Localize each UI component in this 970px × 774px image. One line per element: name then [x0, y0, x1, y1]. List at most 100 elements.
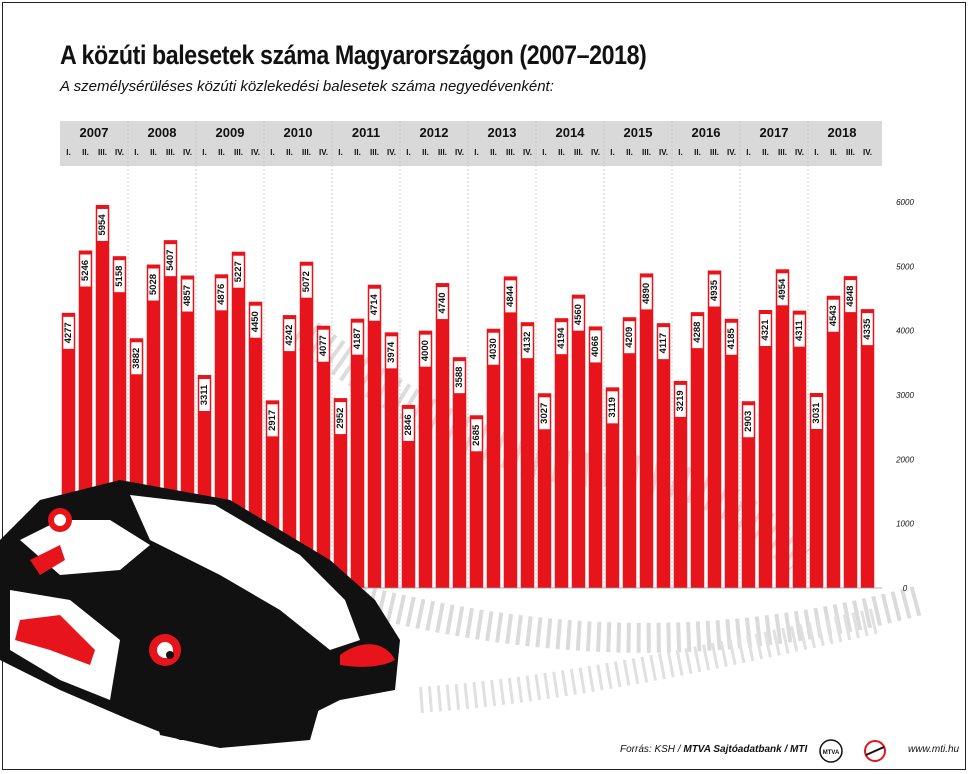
bar-value-label: 3588 — [454, 367, 465, 388]
bar-label-box — [539, 397, 550, 430]
bar-value-label: 4876 — [216, 284, 227, 305]
bar-label-box — [675, 384, 686, 417]
bar-value-label: 5407 — [165, 250, 176, 271]
quarter-label: IV. — [455, 148, 464, 157]
bar — [741, 401, 756, 588]
bar-label-box — [148, 268, 159, 301]
bar — [809, 393, 824, 588]
bar-label-box — [131, 342, 142, 375]
source-prefix: Forrás: KSH / — [620, 744, 684, 755]
bar-label-box — [658, 327, 669, 360]
bar-label-box — [233, 255, 244, 288]
bar-value-label: 4209 — [624, 327, 635, 348]
bar-value-label: 5028 — [148, 274, 159, 295]
quarter-label: IV. — [115, 148, 124, 157]
quarter-label: I. — [814, 148, 818, 157]
bar-value-label: 4857 — [182, 285, 193, 306]
bar-label-box — [624, 321, 635, 354]
bar — [452, 357, 467, 588]
bar-value-label: 5227 — [233, 261, 244, 282]
quarter-label: I. — [270, 148, 274, 157]
bar — [401, 404, 416, 588]
mti-logo-icon — [864, 740, 886, 762]
source-credit: Forrás: KSH / MTVA Sajtóadatbank / MTI — [620, 744, 807, 755]
bar-value-label: 4740 — [437, 292, 448, 313]
quarter-label: II. — [490, 148, 497, 157]
year-label: 2007 — [80, 125, 109, 140]
quarter-label: I. — [474, 148, 478, 157]
bar-label-box — [369, 288, 380, 321]
quarter-label: II. — [694, 148, 701, 157]
site-url: www.mti.hu — [908, 744, 960, 755]
bar-value-label: 2903 — [743, 411, 754, 432]
quarter-label: I. — [406, 148, 410, 157]
year-label: 2017 — [760, 125, 789, 140]
bar — [588, 326, 603, 588]
bar-label-box — [335, 402, 346, 435]
year-label: 2010 — [284, 125, 313, 140]
bar — [282, 315, 297, 588]
bar-label-box — [420, 334, 431, 367]
bar — [435, 283, 450, 588]
bar — [350, 318, 365, 588]
quarter-label: II. — [762, 148, 769, 157]
bar-value-label: 4194 — [556, 327, 567, 349]
bar — [418, 330, 433, 588]
bar-value-label: 4954 — [777, 278, 788, 300]
bar — [775, 269, 790, 588]
quarter-label: III. — [98, 148, 107, 157]
bar-label-box — [794, 314, 805, 347]
quarter-label: II. — [286, 148, 293, 157]
bar-value-label: 4277 — [63, 322, 74, 343]
bar-label-box — [777, 273, 788, 306]
bar-label-box — [692, 316, 703, 349]
quarter-label: IV. — [863, 148, 872, 157]
bar-label-box — [828, 299, 839, 332]
bar-value-label: 3311 — [199, 384, 210, 405]
bar-value-label: 5072 — [301, 271, 312, 292]
bar-value-label: 5158 — [114, 266, 125, 287]
bar — [503, 276, 518, 588]
quarter-label: IV. — [251, 148, 260, 157]
bar-value-label: 4132 — [522, 332, 533, 353]
quarter-label: III. — [370, 148, 379, 157]
bar-value-label: 3882 — [131, 348, 142, 369]
quarter-label: IV. — [659, 148, 668, 157]
bar-value-label: 4066 — [590, 336, 601, 357]
quarter-label: III. — [234, 148, 243, 157]
bar-label-box — [301, 265, 312, 298]
bar-value-label: 4321 — [760, 319, 771, 341]
bar-label-box — [641, 277, 652, 310]
quarter-label: IV. — [591, 148, 600, 157]
quarter-label: I. — [610, 148, 614, 157]
quarter-label: III. — [778, 148, 787, 157]
quarter-label: I. — [134, 148, 138, 157]
y-tick-label: 5000 — [896, 262, 914, 271]
quarter-label: I. — [66, 148, 70, 157]
tire-track-decoration — [289, 316, 924, 713]
bar — [690, 312, 705, 588]
quarter-label: II. — [218, 148, 225, 157]
bar-value-label: 4030 — [488, 338, 499, 359]
quarter-label: IV. — [795, 148, 804, 157]
bar-label-box — [811, 397, 822, 430]
bar-label-box — [760, 314, 771, 347]
mtva-logo-text: MTVA — [823, 750, 840, 756]
year-label: 2009 — [216, 125, 245, 140]
quarter-label: III. — [302, 148, 311, 157]
chart-title: A közúti balesetek száma Magyarországon … — [60, 40, 647, 70]
bar-value-label: 5954 — [97, 214, 108, 236]
bar-value-label: 3219 — [675, 390, 686, 411]
bar-label-box — [267, 404, 278, 437]
bar-value-label: 4117 — [658, 333, 669, 354]
quarter-label: II. — [558, 148, 565, 157]
quarter-label: I. — [202, 148, 206, 157]
bar-label-box — [63, 316, 74, 349]
quarter-label: IV. — [387, 148, 396, 157]
bar-value-label: 3974 — [386, 341, 397, 363]
bar-value-label: 3119 — [607, 397, 618, 418]
quarter-label: II. — [626, 148, 633, 157]
quarter-label: III. — [438, 148, 447, 157]
bar — [554, 318, 569, 588]
source-bold: MTVA Sajtóadatbank / MTI — [683, 744, 808, 755]
